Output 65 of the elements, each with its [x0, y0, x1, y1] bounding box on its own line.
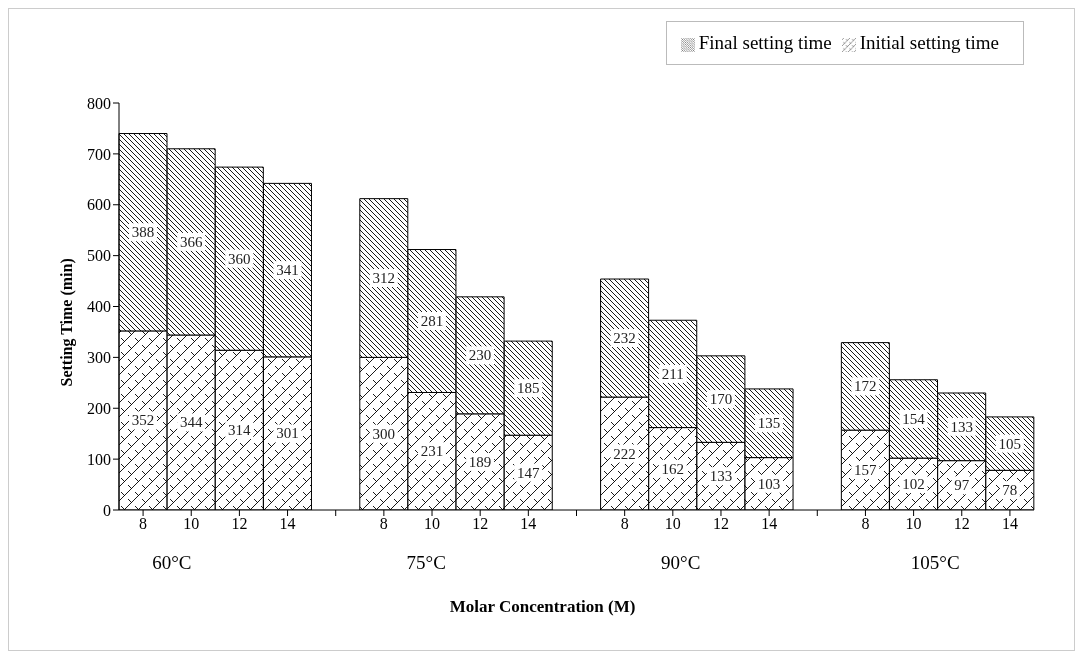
data-label: 170 — [709, 391, 733, 408]
data-label: 360 — [228, 250, 251, 267]
x-tick-label: 14 — [279, 515, 296, 533]
data-label: 102 — [902, 476, 925, 493]
x-tick-label: 10 — [664, 515, 681, 533]
data-label: 172 — [854, 378, 877, 395]
data-label: 162 — [661, 460, 684, 477]
x-tick-label: 8 — [139, 515, 148, 533]
data-label: 344 — [179, 414, 203, 431]
text: 60°C — [151, 552, 193, 574]
y-tick-label: 400 — [87, 298, 111, 316]
data-label: 133 — [950, 418, 973, 435]
data-label: 231 — [420, 443, 444, 460]
x-axis-title: Molar Concentration (M) — [448, 597, 637, 617]
data-label: 352 — [131, 412, 155, 429]
data-label: 388 — [131, 224, 155, 241]
data-label: 157 — [854, 462, 878, 479]
data-label: 147 — [517, 464, 541, 481]
legend-label: Final setting time — [698, 32, 832, 53]
data-label: 281 — [420, 313, 444, 329]
x-tick-label: 10 — [424, 515, 441, 533]
x-tick-label: 8 — [861, 515, 870, 533]
data-label: 312 — [372, 270, 396, 287]
data-label: 154 — [902, 410, 926, 427]
data-label: 133 — [709, 468, 733, 485]
data-label: 232 — [613, 330, 636, 347]
text: 105°C — [909, 552, 961, 574]
data-label: 78 — [1002, 482, 1018, 499]
y-tick-label: 600 — [87, 196, 111, 214]
y-tick-label: 300 — [87, 349, 111, 367]
x-tick-label: 10 — [905, 515, 922, 533]
legend-label: Initial setting time — [859, 32, 999, 53]
data-label: 105 — [998, 435, 1022, 452]
data-label: 211 — [661, 365, 684, 382]
x-tick-label: 12 — [712, 515, 729, 533]
data-label: 314 — [228, 422, 252, 439]
x-tick-label: 14 — [761, 515, 778, 533]
data-label: 189 — [468, 453, 492, 470]
data-label: 222 — [613, 445, 636, 462]
y-tick-label: 700 — [87, 145, 111, 163]
data-label: 341 — [276, 262, 299, 279]
y-tick-label: 500 — [87, 247, 111, 265]
y-tick-label: 200 — [87, 399, 111, 417]
x-tick-label: 12 — [472, 515, 489, 533]
x-tick-label: 14 — [1001, 515, 1018, 533]
y-tick-label: 800 — [87, 94, 111, 112]
data-label: 135 — [757, 415, 781, 432]
x-tick-label: 8 — [379, 515, 388, 533]
data-label: 185 — [517, 380, 540, 397]
y-tick-label: 100 — [87, 450, 111, 468]
x-tick-label: 12 — [953, 515, 970, 533]
data-label: 300 — [372, 425, 396, 442]
data-label: 230 — [468, 347, 492, 364]
x-tick-label: 12 — [231, 515, 248, 533]
y-axis-title: Setting Time (min) — [57, 258, 76, 387]
data-label: 366 — [179, 233, 203, 250]
x-tick-label: 14 — [520, 515, 537, 533]
data-label: 97 — [954, 477, 970, 494]
x-tick-label: 8 — [620, 515, 629, 533]
text: 75°C — [405, 552, 447, 574]
data-label: 301 — [276, 425, 299, 442]
x-tick-label: 10 — [183, 515, 200, 533]
data-label: 103 — [757, 475, 781, 492]
y-tick-label: 0 — [103, 501, 111, 519]
text: 90°C — [660, 552, 702, 574]
